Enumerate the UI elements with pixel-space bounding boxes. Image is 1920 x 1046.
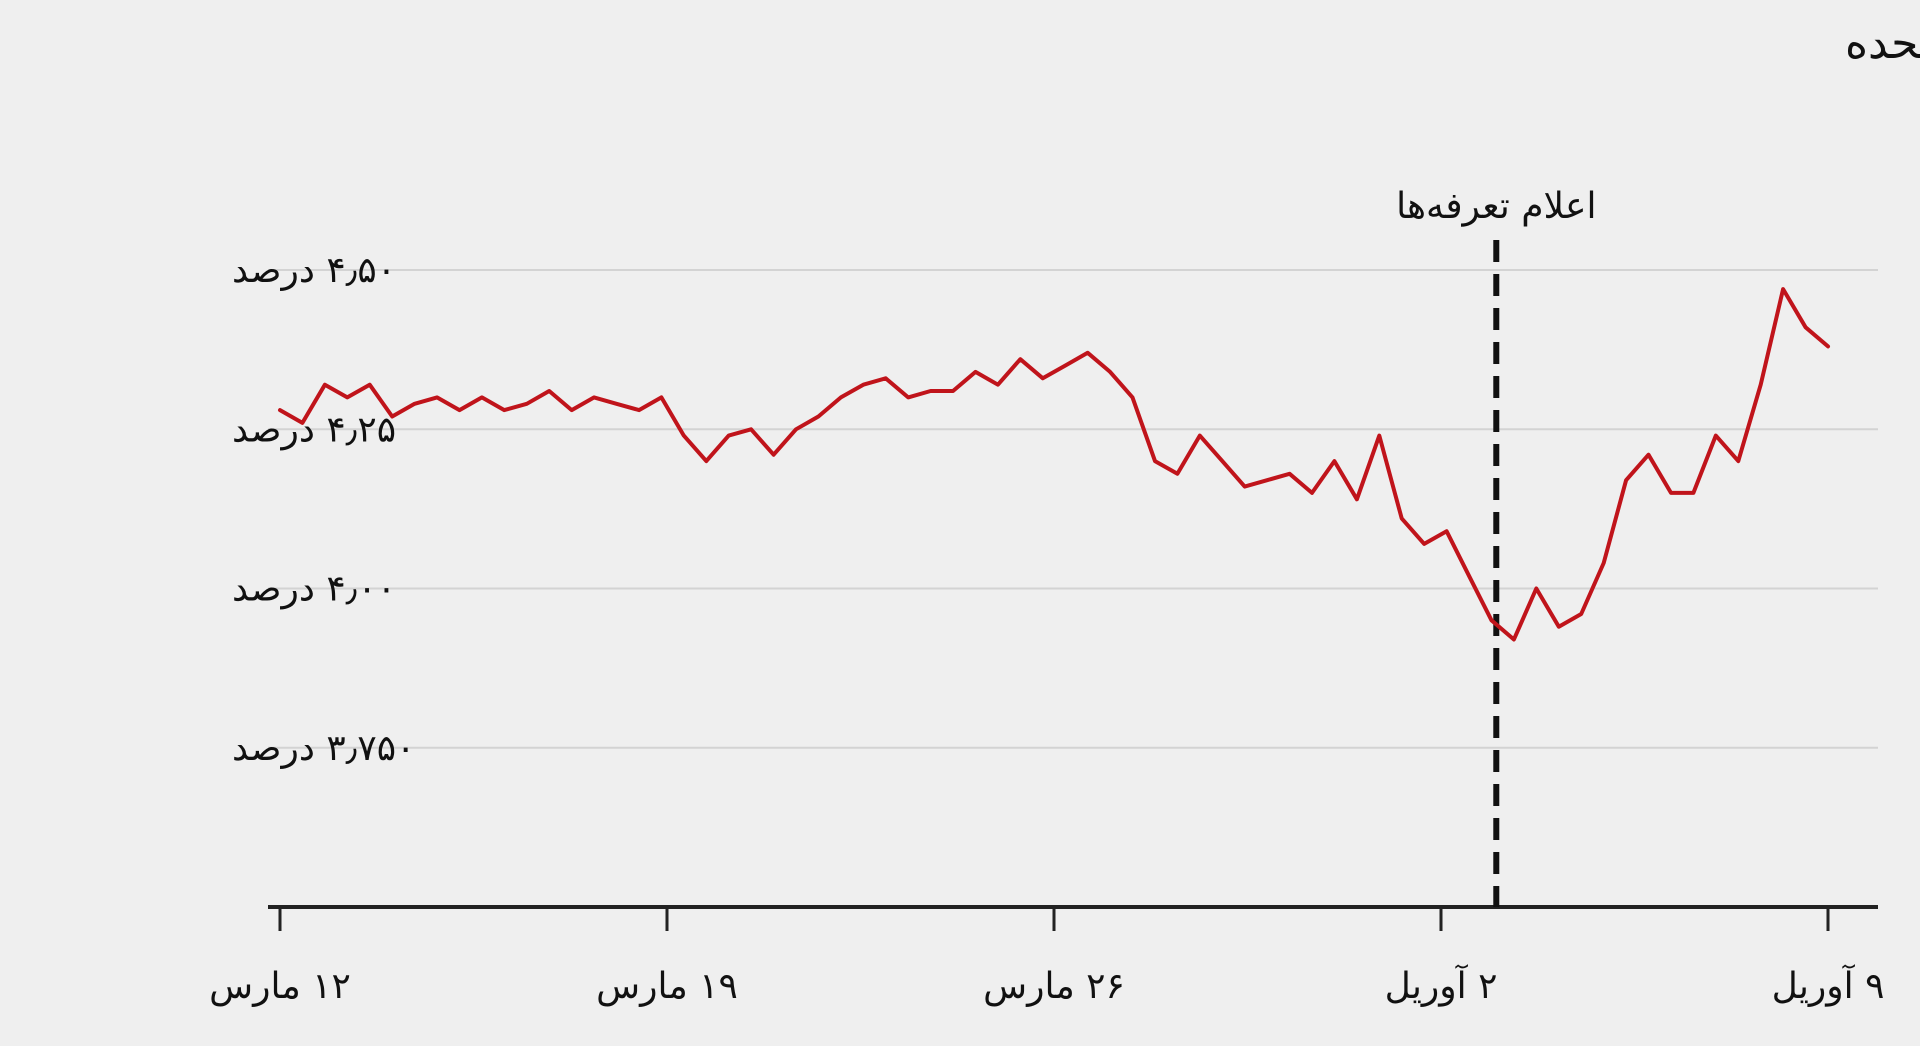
y-tick-labels: ۴٫۵۰ درصد ۴٫۲۵ درصد ۴٫۰۰ درصد ۳٫۷۵۰ درصد (232, 250, 415, 769)
series-point (996, 383, 1000, 387)
series-point (794, 427, 798, 431)
x-tick-label: ۱۲ مارس (209, 966, 351, 1007)
y-tick-label: ۴٫۲۵ درصد (232, 409, 396, 450)
series-point (1624, 478, 1628, 482)
series-point (1243, 485, 1247, 489)
annotation-label: اعلام تعرفه‌ها (1396, 186, 1596, 227)
series-point (1602, 561, 1606, 565)
x-tick-label: ۲ آوریل (1385, 963, 1498, 1007)
series-point (1131, 395, 1134, 399)
series-point (615, 402, 618, 406)
series-point (390, 415, 394, 418)
series-point (1647, 453, 1650, 457)
series-point (884, 376, 888, 380)
series-point (1310, 491, 1314, 495)
series-point (1467, 574, 1471, 578)
series-point (547, 389, 551, 393)
series-line (278, 287, 1830, 642)
series-point (592, 395, 596, 399)
series-point (1490, 618, 1493, 622)
series-point (1288, 472, 1292, 476)
series-point (974, 370, 977, 374)
series-point (323, 383, 327, 387)
series-point (1377, 434, 1381, 438)
series-layer (278, 287, 1830, 642)
series-point (906, 395, 910, 399)
series-point (1355, 497, 1359, 501)
series-point (1691, 491, 1695, 495)
series-point (1669, 491, 1673, 495)
y-gridlines (268, 269, 1878, 749)
series-point (1579, 612, 1583, 616)
series-point (704, 459, 708, 463)
series-point (480, 395, 484, 399)
series-point (1220, 459, 1224, 463)
series-point (1534, 587, 1538, 590)
series-point (816, 415, 820, 418)
series-point (1804, 325, 1808, 329)
chart-title: نوسانات پیش‌بینی نشده در بازده اوراق قرض… (1845, 18, 1920, 69)
series-point (1086, 351, 1090, 355)
series-point (1175, 472, 1179, 476)
series-point (1759, 383, 1763, 387)
series-point (1041, 376, 1045, 380)
x-tick-label: ۱۹ مارس (596, 966, 738, 1007)
x-tick-label: ۲۶ مارس (983, 966, 1125, 1007)
tariff-annotation: اعلام تعرفه‌ها (1396, 186, 1596, 907)
y-tick-label: ۴٫۰۰ درصد (232, 569, 396, 610)
series-point (1265, 478, 1269, 482)
series-point (1153, 459, 1157, 463)
series-point (300, 421, 304, 425)
series-point (1736, 459, 1740, 463)
series-point (1512, 638, 1516, 641)
series-point (659, 395, 663, 399)
series-point (570, 408, 574, 412)
series-point (502, 408, 506, 412)
series-point (1714, 434, 1718, 438)
series-point (278, 408, 282, 412)
series-point (1781, 287, 1785, 291)
series-point (1018, 357, 1022, 361)
series-point (345, 395, 349, 399)
series-point (951, 389, 955, 393)
series-point (1400, 516, 1404, 520)
series-point (368, 383, 372, 387)
series-point (637, 408, 641, 412)
series-point (458, 408, 461, 412)
series-point (525, 402, 529, 406)
series-point (727, 434, 731, 438)
series-point (413, 402, 417, 406)
series-point (1826, 344, 1830, 348)
series-point (1198, 434, 1202, 438)
series-point (1557, 625, 1561, 629)
series-point (749, 427, 753, 431)
series-point (435, 395, 439, 399)
series-point (861, 383, 865, 387)
x-tick-label: ۹ آوریل (1772, 963, 1885, 1007)
series-point (839, 395, 843, 399)
series-point (1332, 459, 1336, 463)
x-axis: ۱۲ مارس ۱۹ مارس ۲۶ مارس ۲ آوریل ۹ آوریل (209, 905, 1885, 1007)
series-point (682, 434, 686, 438)
series-point (1108, 370, 1112, 374)
series-point (1063, 364, 1067, 368)
series-point (772, 453, 776, 457)
series-point (929, 389, 933, 393)
series-point (1422, 542, 1426, 546)
series-point (1445, 529, 1449, 533)
y-tick-label: ۴٫۵۰ درصد (232, 250, 396, 291)
y-tick-label: ۳٫۷۵۰ درصد (232, 728, 415, 769)
